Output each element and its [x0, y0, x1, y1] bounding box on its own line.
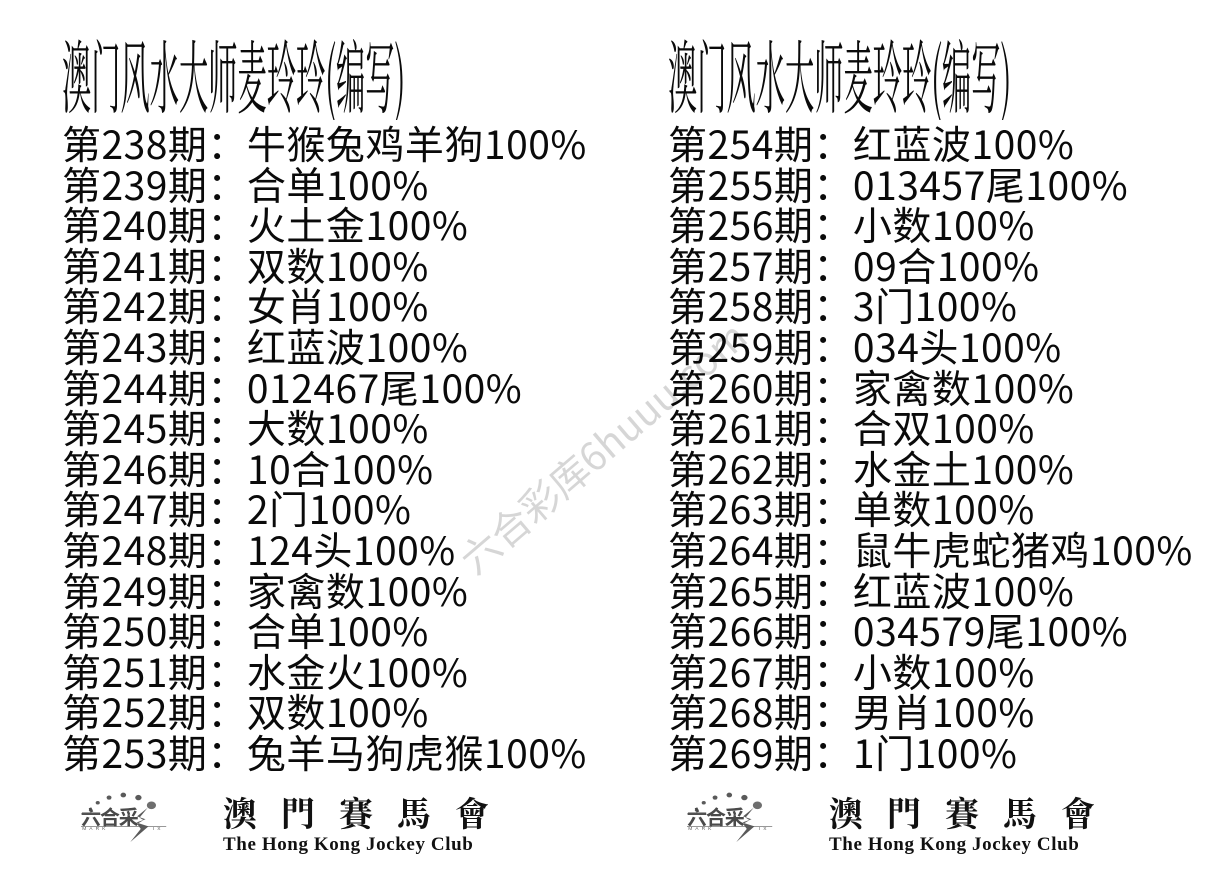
svg-text:MARK: MARK: [688, 826, 714, 832]
svg-text:IX: IX: [759, 826, 770, 832]
svg-text:MARK: MARK: [82, 826, 108, 832]
svg-text:IX: IX: [153, 826, 164, 832]
